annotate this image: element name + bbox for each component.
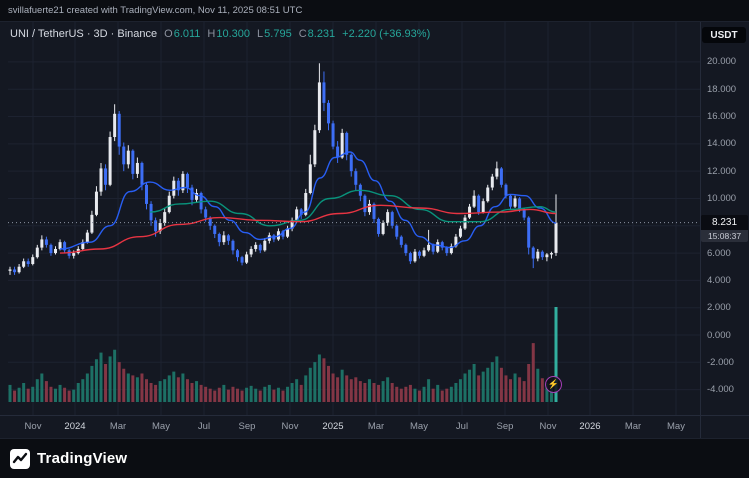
time-axis-label: Nov — [281, 421, 299, 432]
price-axis-label: 4.000 — [707, 274, 731, 286]
price-axis-label: 16.000 — [707, 111, 737, 123]
attribution-bar: svillafuerte21 created with TradingView.… — [0, 0, 749, 22]
tradingview-logo-text[interactable]: TradingView — [37, 450, 128, 467]
attribution-text: svillafuerte21 created with TradingView.… — [8, 5, 303, 16]
price-axis-label: 18.000 — [707, 83, 737, 95]
high-value: 10.300 — [216, 28, 251, 40]
bar-countdown: 15:08:37 — [701, 229, 748, 242]
time-axis-label: May — [152, 421, 170, 432]
time-axis[interactable]: Nov 2024 Mar May Jul Sep Nov 2025 Mar May Jul Sep No… — [0, 416, 700, 438]
flash-boost-icon[interactable]: ⚡ — [545, 376, 562, 393]
time-axis-label: 2024 — [64, 421, 86, 432]
last-price-value: 8.231 — [701, 214, 748, 230]
time-axis-label: May — [667, 421, 685, 432]
time-axis-label: 2026 — [579, 421, 601, 432]
open-label: O — [164, 28, 173, 40]
close-value: 8.231 — [307, 28, 336, 40]
time-axis-label: Mar — [367, 421, 385, 432]
chart-legend: UNI / TetherUS · 3D · Binance O 6.011 H … — [10, 28, 430, 40]
price-axis-label: 20.000 — [707, 56, 737, 68]
symbol-title[interactable]: UNI / TetherUS · 3D · Binance — [10, 28, 158, 40]
high-label: H — [207, 28, 216, 40]
price-axis-label: 10.000 — [707, 192, 737, 204]
close-label: C — [298, 28, 307, 40]
time-axis-label: 2025 — [322, 421, 344, 432]
time-axis-label: Mar — [624, 421, 642, 432]
time-axis-label: Jul — [455, 421, 469, 432]
price-axis-label: 14.000 — [707, 138, 737, 150]
price-axis-label: 0.000 — [707, 329, 731, 341]
last-price-badge: 8.231 15:08:37 — [701, 214, 748, 242]
price-axis-label: 12.000 — [707, 165, 737, 177]
open-value: 6.011 — [173, 28, 201, 40]
low-label: L — [257, 28, 264, 40]
price-axis[interactable]: 20.000 18.000 16.000 14.000 12.000 10.000 6.00… — [701, 22, 749, 438]
price-axis-label: -4.000 — [707, 384, 734, 396]
time-axis-label: Mar — [109, 421, 127, 432]
currency-toggle-usdt[interactable]: USDT — [702, 27, 746, 43]
time-axis-label: Nov — [539, 421, 557, 432]
price-axis-label: 6.000 — [707, 247, 731, 259]
time-axis-label: Sep — [496, 421, 514, 432]
price-axis-label: 2.000 — [707, 302, 731, 314]
change-value: +2.220 (+36.93%) — [342, 28, 431, 40]
time-axis-label: Nov — [24, 421, 42, 432]
time-axis-label: May — [410, 421, 428, 432]
footer-bar: TradingView — [0, 438, 749, 478]
price-axis-label: -2.000 — [707, 356, 734, 368]
time-axis-label: Sep — [238, 421, 256, 432]
low-value: 5.795 — [264, 28, 292, 40]
tradingview-logo-icon[interactable] — [10, 448, 30, 469]
time-axis-label: Jul — [197, 421, 211, 432]
